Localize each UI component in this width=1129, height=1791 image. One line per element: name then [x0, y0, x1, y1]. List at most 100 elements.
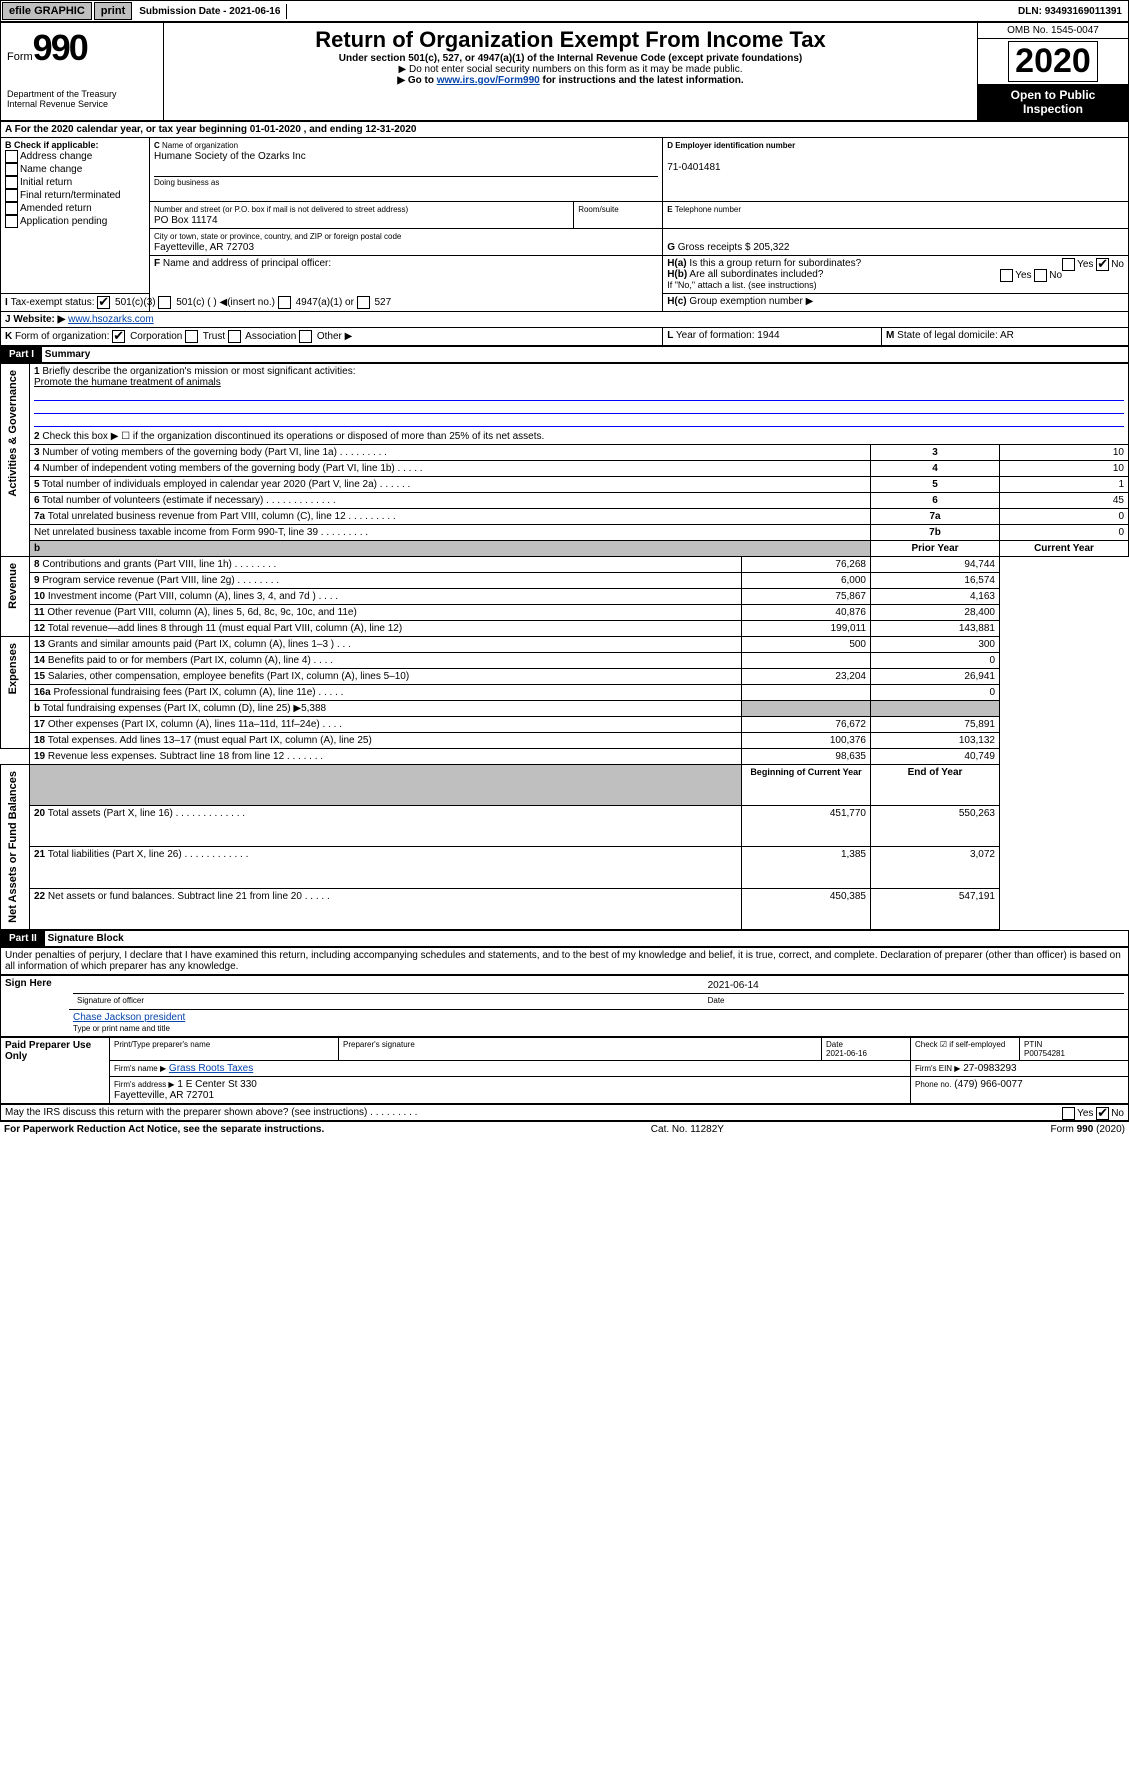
ha-text: Is this a group return for subordinates? — [689, 258, 861, 269]
paid-preparer-label: Paid Preparer Use Only — [1, 1037, 110, 1103]
officer-name: Chase Jackson president — [73, 1012, 185, 1023]
chk-501c3[interactable] — [97, 296, 110, 309]
signature-table: Sign Here 2021-06-14 Signature of office… — [0, 975, 1129, 1037]
hb-yes[interactable] — [1000, 269, 1013, 282]
l5-text: Total number of individuals employed in … — [42, 479, 410, 490]
part2-label: Part II — [1, 931, 45, 946]
self-employed-hdr: Check ☑ if self-employed — [911, 1037, 1020, 1060]
chk-address-change[interactable]: Address change — [5, 150, 145, 163]
hb-note: If "No," attach a list. (see instruction… — [667, 280, 816, 290]
chk-527[interactable] — [357, 296, 370, 309]
l2-text: Check this box ▶ ☐ if the organization d… — [42, 431, 544, 442]
chk-initial-return[interactable]: Initial return — [5, 176, 145, 189]
col-prior-year: Prior Year — [871, 541, 1000, 557]
phone-label: Telephone number — [675, 205, 741, 214]
part1-title: Summary — [45, 349, 91, 360]
chk-trust[interactable] — [185, 330, 198, 343]
year-formation-label: Year of formation: — [676, 330, 755, 341]
discuss-no[interactable] — [1096, 1107, 1109, 1120]
col-current-year: Current Year — [1000, 541, 1129, 557]
officer-label: Name and address of principal officer: — [163, 258, 331, 269]
street-label: Number and street (or P.O. box if mail i… — [154, 205, 408, 214]
entity-info-table: A For the 2020 calendar year, or tax yea… — [0, 121, 1129, 346]
preparer-sig-hdr: Preparer's signature — [339, 1037, 822, 1060]
chk-4947[interactable] — [278, 296, 291, 309]
section-revenue: Revenue — [5, 559, 21, 613]
chk-association[interactable] — [228, 330, 241, 343]
l5-value: 1 — [1000, 477, 1129, 493]
footer-left: For Paperwork Reduction Act Notice, see … — [4, 1124, 324, 1135]
chk-other[interactable] — [299, 330, 312, 343]
dln: DLN: 93493169011391 — [1012, 4, 1128, 19]
l7b-value: 0 — [1000, 525, 1129, 541]
chk-final-return[interactable]: Final return/terminated — [5, 189, 145, 202]
chk-name-change[interactable]: Name change — [5, 163, 145, 176]
form-number: 990 — [33, 27, 87, 68]
firm-phone-label: Phone no. — [915, 1080, 951, 1089]
city-label: City or town, state or province, country… — [154, 232, 401, 241]
room-label: Room/suite — [578, 205, 618, 214]
hb-no[interactable] — [1034, 269, 1047, 282]
submission-date-label: Submission Date - 2021-06-16 — [133, 4, 287, 19]
firm-addr2: Fayetteville, AR 72701 — [114, 1090, 214, 1101]
chk-corporation[interactable] — [112, 330, 125, 343]
l6-value: 45 — [1000, 493, 1129, 509]
ptin-value: P00754281 — [1024, 1049, 1065, 1058]
ha-yes[interactable] — [1062, 258, 1075, 271]
form-header: Form990 Department of the Treasury Inter… — [0, 22, 1129, 121]
hc-text: Group exemption number ▶ — [689, 296, 813, 307]
l7a-text: Total unrelated business revenue from Pa… — [48, 511, 396, 522]
street-value: PO Box 11174 — [154, 215, 218, 226]
goto-instructions: ▶ Go to www.irs.gov/Form990 for instruct… — [168, 75, 973, 86]
dba-label: Doing business as — [154, 178, 219, 187]
section-governance: Activities & Governance — [5, 366, 21, 501]
domicile: AR — [1000, 330, 1014, 341]
print-button[interactable]: print — [94, 2, 132, 20]
firm-addr1: 1 E Center St 330 — [177, 1079, 257, 1090]
part2-title: Signature Block — [48, 933, 124, 944]
col-begin-year: Beginning of Current Year — [742, 765, 871, 806]
sig-officer-label: Signature of officer — [73, 993, 704, 1007]
firm-name: Grass Roots Taxes — [169, 1063, 253, 1074]
paid-preparer-table: Paid Preparer Use Only Print/Type prepar… — [0, 1037, 1129, 1104]
l3-value: 10 — [1000, 445, 1129, 461]
footer-mid: Cat. No. 11282Y — [651, 1124, 724, 1135]
check-if-applicable: Check if applicable: — [14, 140, 99, 150]
firm-phone: (479) 966-0077 — [954, 1079, 1022, 1090]
irs-link[interactable]: www.irs.gov/Form990 — [437, 75, 540, 86]
chk-application-pending[interactable]: Application pending — [5, 215, 145, 228]
sig-date-label: Date — [704, 993, 1124, 1007]
firm-ein-label: Firm's EIN ▶ — [915, 1064, 960, 1073]
preparer-date: 2021-06-16 — [826, 1049, 867, 1058]
officer-name-label: Type or print name and title — [73, 1024, 170, 1033]
sign-here-label: Sign Here — [1, 975, 70, 1036]
city-value: Fayetteville, AR 72703 — [154, 242, 254, 253]
perjury-statement: Under penalties of perjury, I declare th… — [0, 947, 1129, 975]
website-link[interactable]: www.hsozarks.com — [68, 314, 154, 325]
year-formation: 1944 — [757, 330, 779, 341]
discuss-yes[interactable] — [1062, 1107, 1075, 1120]
l7a-value: 0 — [1000, 509, 1129, 525]
form-subtitle: Under section 501(c), 527, or 4947(a)(1)… — [168, 53, 973, 64]
ha-no[interactable] — [1096, 258, 1109, 271]
discuss-text: May the IRS discuss this return with the… — [5, 1107, 417, 1118]
chk-amended-return[interactable]: Amended return — [5, 202, 145, 215]
tax-exempt-label: Tax-exempt status: — [11, 297, 95, 308]
firm-addr-label: Firm's address ▶ — [114, 1080, 175, 1089]
firm-name-label: Firm's name ▶ — [114, 1064, 166, 1073]
org-name: Humane Society of the Ozarks Inc — [154, 151, 306, 162]
efile-button[interactable]: efile GRAPHIC — [2, 2, 92, 20]
col-end-year: End of Year — [871, 765, 1000, 806]
tax-year: 2020 — [1009, 42, 1097, 81]
footer-right: Form 990 (2020) — [1051, 1124, 1126, 1135]
l7b-text: Net unrelated business taxable income fr… — [34, 527, 368, 538]
firm-ein: 27-0983293 — [963, 1063, 1016, 1074]
chk-501c[interactable] — [158, 296, 171, 309]
ein-label: Employer identification number — [675, 141, 795, 150]
omb-number: OMB No. 1545-0047 — [978, 23, 1128, 39]
ein-value: 71-0401481 — [667, 162, 720, 173]
l4-text: Number of independent voting members of … — [42, 463, 422, 474]
website-label: Website: ▶ — [13, 314, 65, 325]
gross-receipts-value: 205,322 — [753, 242, 789, 253]
form-org-label: Form of organization: — [15, 331, 110, 342]
